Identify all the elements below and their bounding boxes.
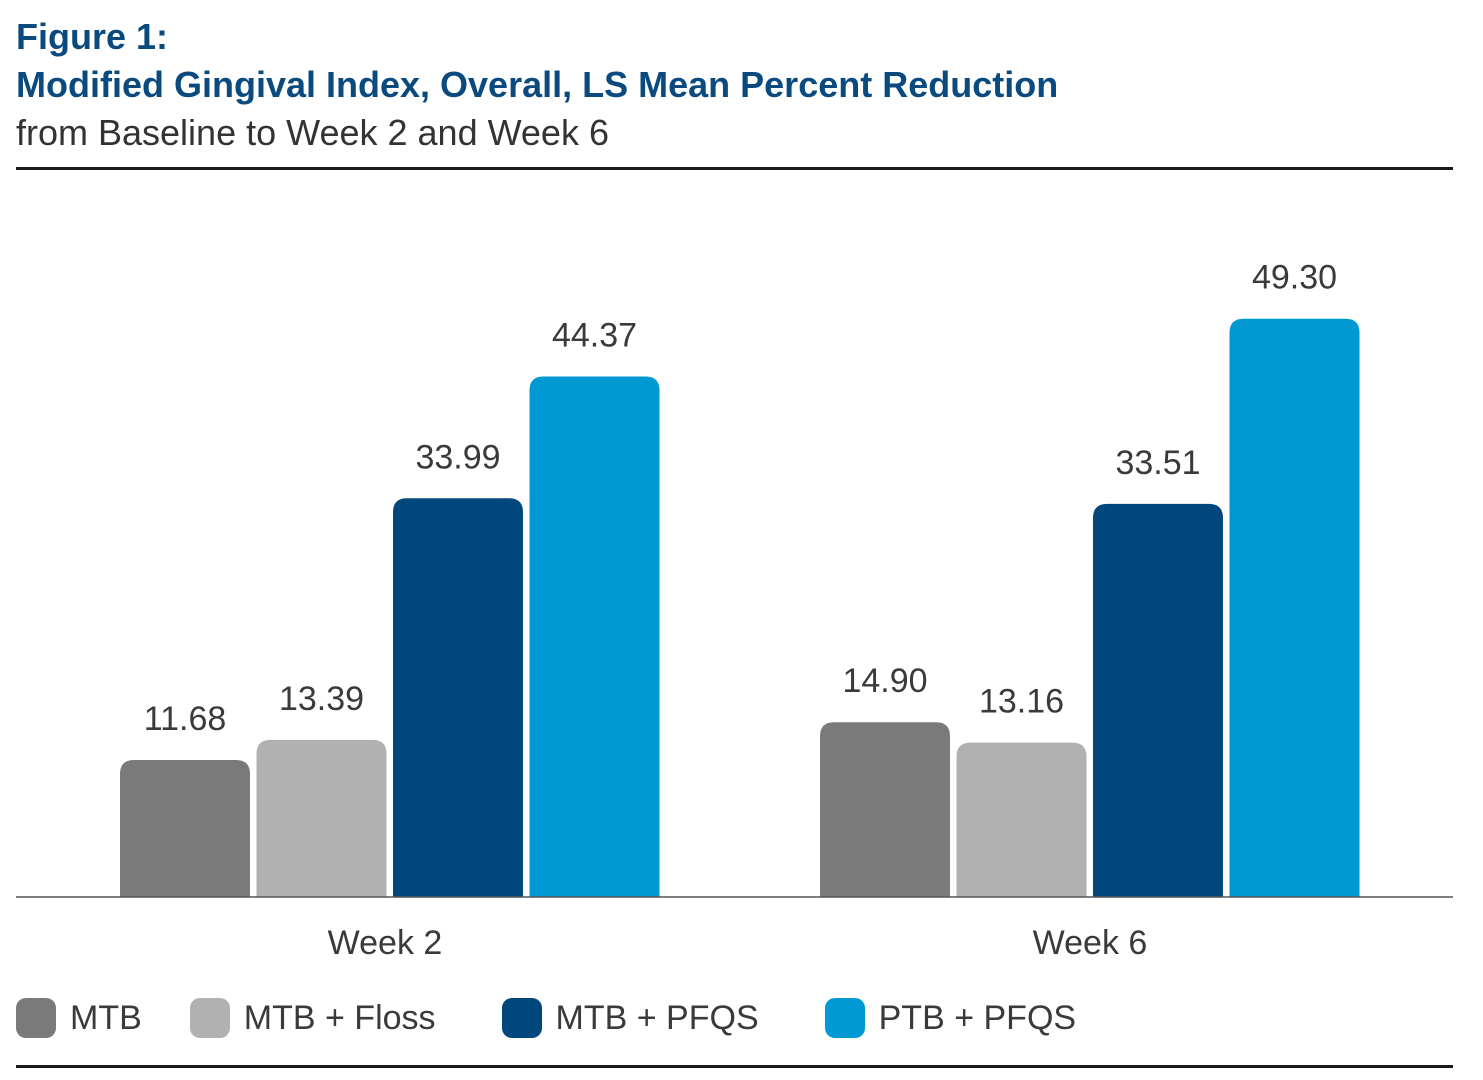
category-label-week-2: Week 2: [328, 924, 443, 962]
top-divider: [16, 167, 1453, 170]
bar-week-6-mtb-pfqs: [1093, 503, 1223, 897]
legend-item-mtb: MTB: [16, 998, 142, 1038]
legend-label-ptb-pfqs: PTB + PFQS: [878, 998, 1077, 1037]
value-label-week-2-ptb-pfqs: 44.37: [552, 317, 637, 355]
category-label-week-6: Week 6: [1033, 924, 1148, 962]
legend-label-mtb-floss: MTB + Floss: [243, 998, 436, 1037]
value-label-week-6-mtb-floss: 13.16: [979, 683, 1064, 721]
legend-item-mtb-pfqs: MTB + PFQS: [501, 998, 759, 1038]
legend-swatch-mtb-floss: [189, 998, 230, 1038]
bars-group: [120, 318, 1360, 897]
bar-week-6-ptb-pfqs: [1229, 318, 1360, 897]
chart-title: Modified Gingival Index, Overall, LS Mea…: [16, 64, 1059, 105]
bar-week-2-mtb-floss: [256, 739, 387, 897]
legend: MTB MTB + Floss MTB + PFQS PTB + PFQS: [16, 994, 1076, 1042]
figure-number: Figure 1:: [16, 16, 169, 57]
value-label-week-2-mtb: 11.68: [144, 700, 227, 738]
legend-item-mtb-floss: MTB + Floss: [189, 998, 436, 1038]
legend-item-ptb-pfqs: PTB + PFQS: [824, 998, 1077, 1038]
bar-week-2-ptb-pfqs: [529, 376, 660, 897]
bar-week-2-mtb-pfqs: [393, 498, 523, 897]
bar-week-6-mtb: [820, 722, 950, 897]
legend-swatch-mtb-pfqs: [501, 998, 542, 1038]
legend-swatch-ptb-pfqs: [824, 998, 865, 1038]
category-labels-group: Week 2 Week 6: [328, 924, 1148, 962]
legend-swatch-mtb: [16, 998, 56, 1038]
value-label-week-6-mtb-pfqs: 33.51: [1115, 444, 1200, 482]
value-label-week-6-mtb: 14.90: [842, 662, 927, 700]
bar-week-2-mtb: [120, 759, 250, 897]
bar-week-6-mtb-floss: [956, 742, 1087, 897]
value-label-week-6-ptb-pfqs: 49.30: [1252, 259, 1337, 297]
chart-subtitle: from Baseline to Week 2 and Week 6: [16, 112, 609, 153]
value-label-week-2-mtb-pfqs: 33.99: [415, 438, 500, 476]
legend-label-mtb-pfqs: MTB + PFQS: [555, 998, 759, 1037]
bottom-divider: [16, 1065, 1453, 1068]
legend-label-mtb: MTB: [70, 998, 142, 1037]
value-label-week-2-mtb-floss: 13.39: [279, 680, 364, 718]
value-labels-group: 11.68 13.39 33.99 44.37 14.90 13.16 33.51 49.30: [144, 259, 1337, 738]
